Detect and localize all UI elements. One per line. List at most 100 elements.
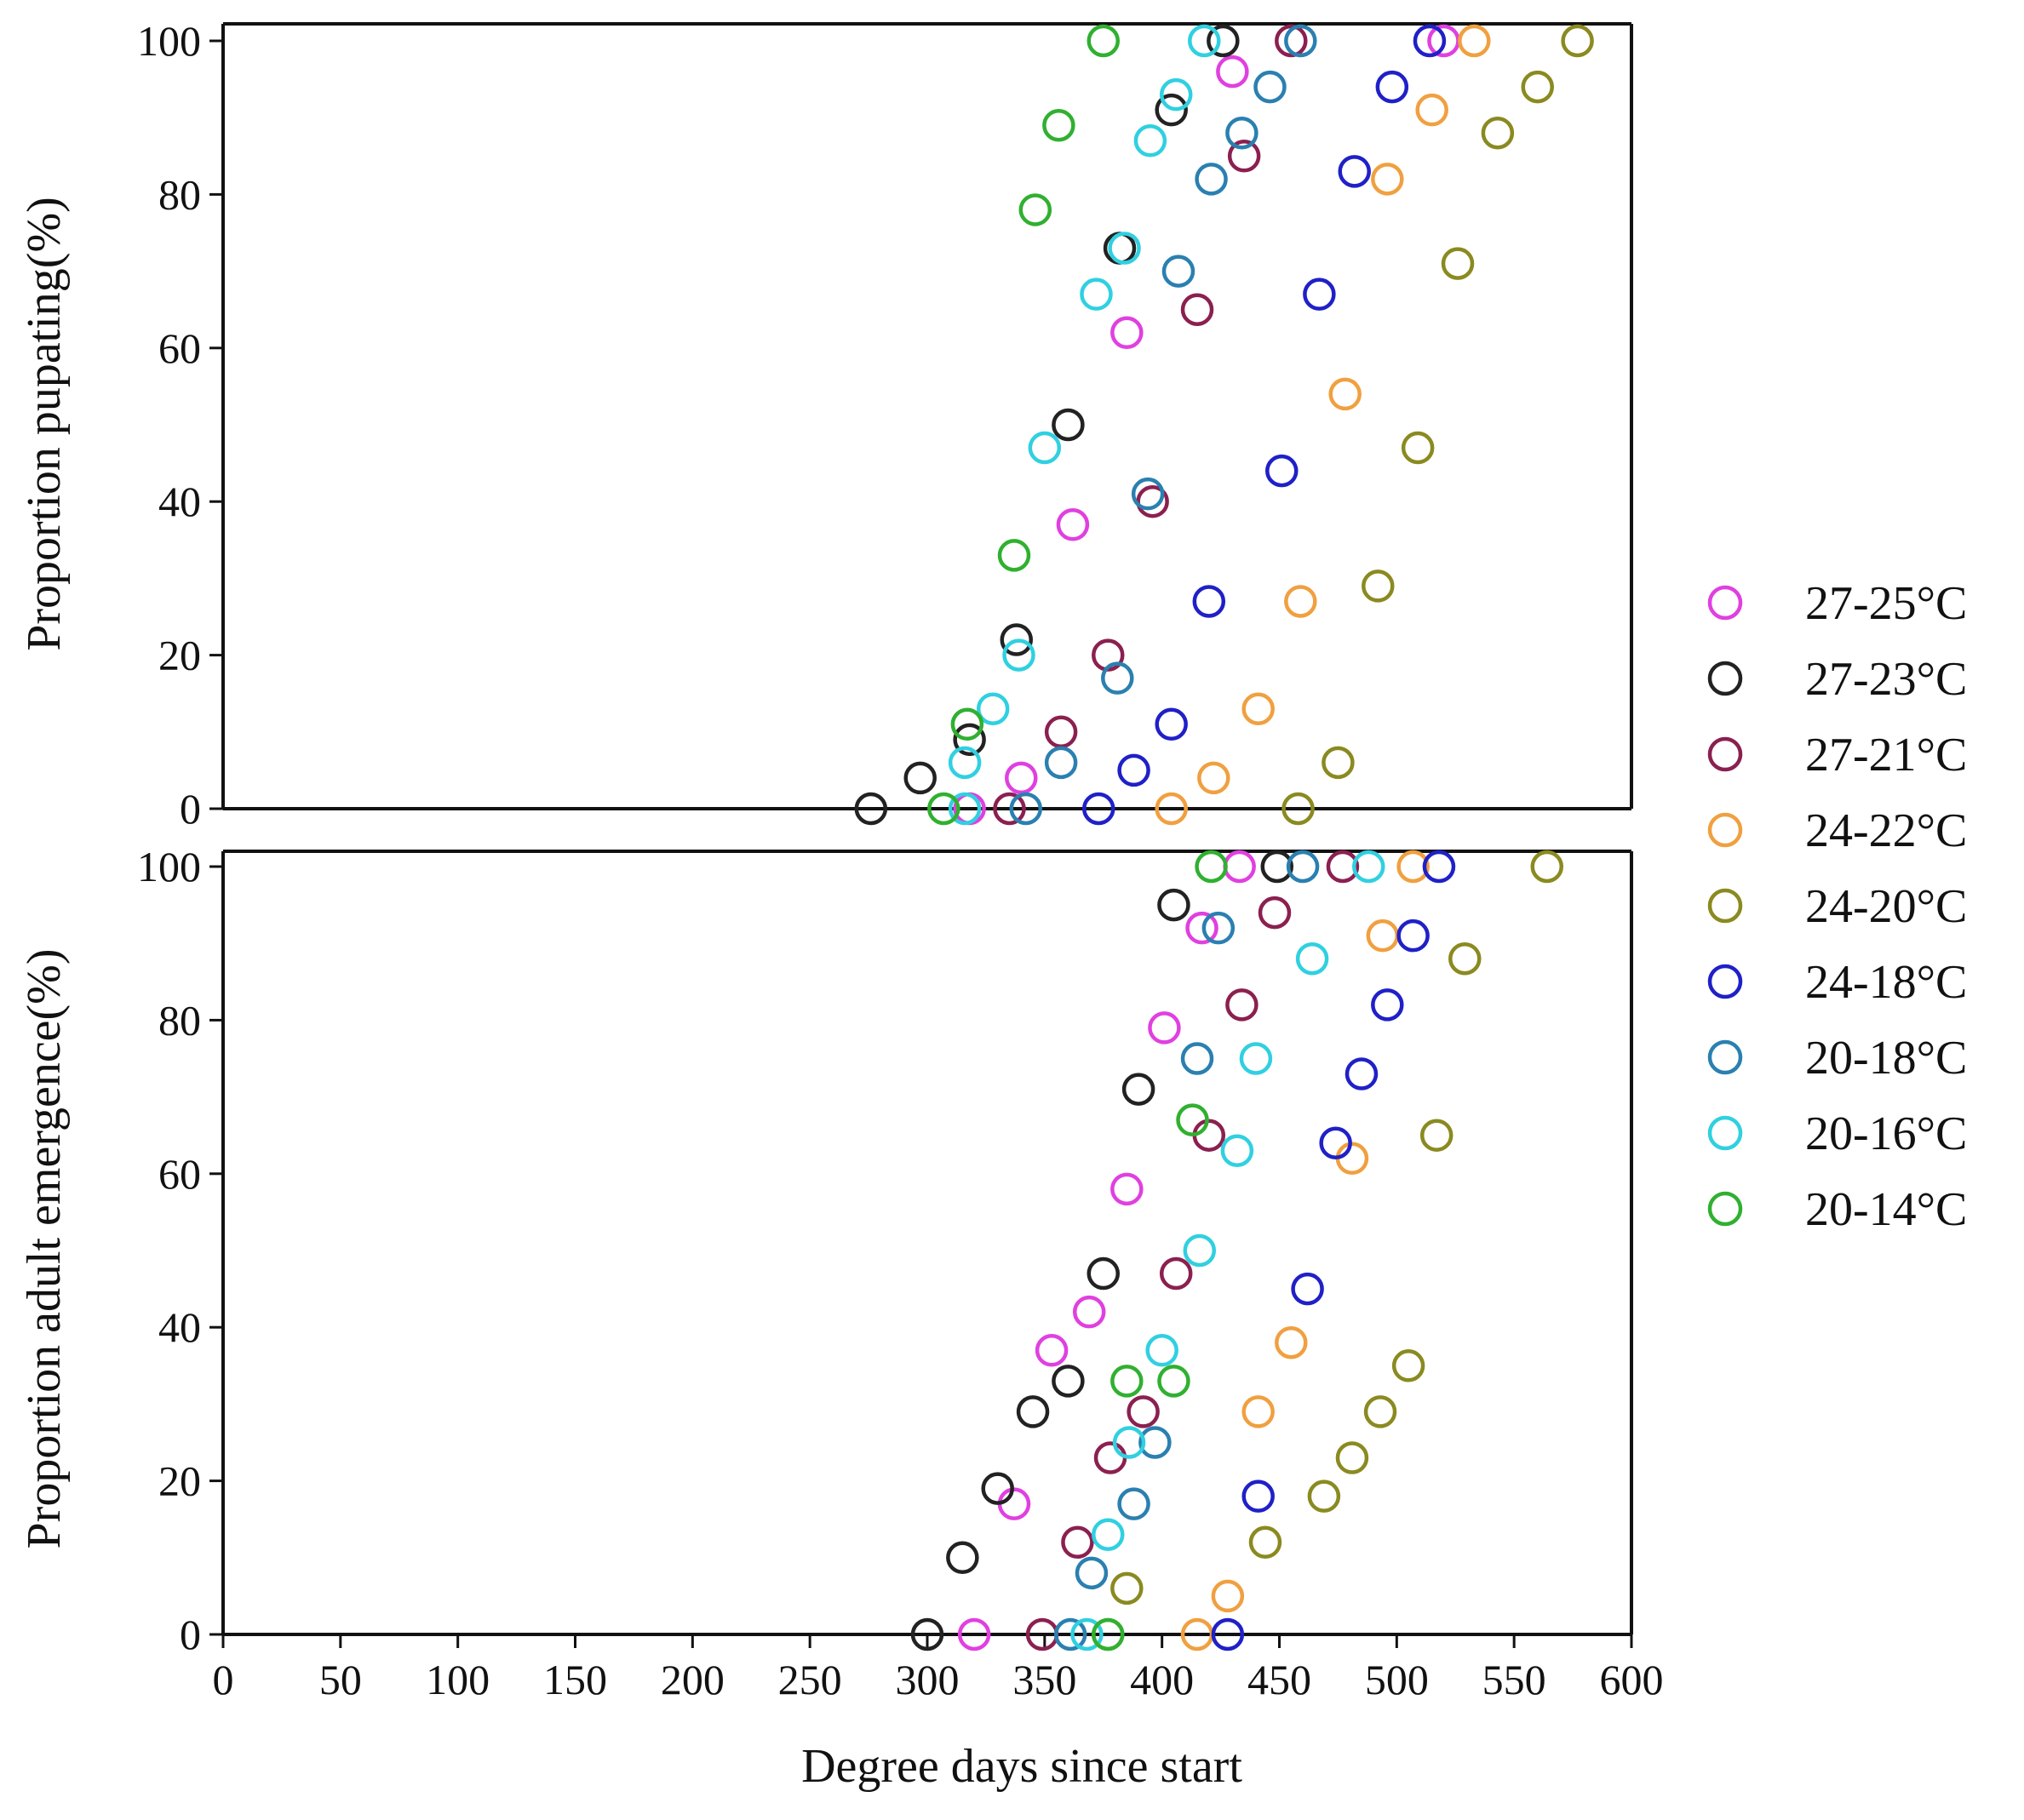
emergence-data-point: [1319, 1126, 1352, 1159]
pupating-series-7: [948, 24, 1221, 826]
pupating-panel: Proportion pupating(%) 0 20 40 60 80 100: [18, 17, 1633, 833]
pupating-data-point: [1133, 124, 1167, 157]
emergence-data-point: [1201, 911, 1236, 945]
pupating-data-point: [1044, 715, 1078, 749]
pupating-data-point: [1018, 193, 1052, 226]
emergence-data-point: [1286, 850, 1320, 884]
emergence-y-tick-label: 60: [158, 1150, 201, 1198]
emergence-data-point: [1157, 1365, 1190, 1398]
x-tick-label: 0: [213, 1656, 234, 1703]
legend-label: 20-14°C: [1805, 1183, 1967, 1236]
pupating-data-point: [1521, 70, 1554, 104]
pupating-data-point: [1005, 761, 1038, 795]
pupating-data-point: [1056, 508, 1090, 541]
pupating-series-2: [993, 24, 1308, 826]
pupating-data-point: [1401, 431, 1435, 465]
pupating-data-point: [1009, 792, 1043, 826]
emergence-data-point: [1530, 850, 1564, 884]
legend-label: 20-18°C: [1805, 1032, 1967, 1085]
emergence-data-point: [1145, 1334, 1178, 1367]
emergence-data-point: [1075, 1556, 1109, 1590]
emergence-data-point: [1335, 1142, 1369, 1176]
pupating-data-point: [950, 707, 984, 741]
pupating-data-point: [1087, 24, 1120, 58]
pupating-series-5: [1081, 24, 1447, 826]
emergence-data-point: [946, 1541, 979, 1575]
emergence-data-point: [1241, 1395, 1275, 1428]
legend-label: 24-18°C: [1805, 956, 1967, 1009]
pupating-data-point: [1216, 54, 1249, 89]
emergence-data-point: [1345, 1057, 1379, 1090]
pupating-data-point: [1441, 247, 1475, 280]
emergence-data-point: [1087, 1256, 1120, 1291]
emergence-series-4: [1092, 850, 1564, 1651]
pupating-series-1: [854, 24, 1240, 826]
pupating-data-point: [1284, 585, 1317, 618]
pupating-y-tick-label: 60: [158, 324, 201, 372]
pupating-data-point: [1080, 278, 1113, 311]
x-axis-title: Degree days since start: [801, 1740, 1242, 1793]
pupating-data-point: [1338, 155, 1371, 188]
pupating-data-point: [1192, 585, 1226, 618]
emergence-data-point: [1307, 1479, 1341, 1513]
x-tick-label: 150: [543, 1656, 607, 1703]
legend-marker: [1707, 1039, 1743, 1075]
emergence-series-7: [1070, 850, 1385, 1651]
emergence-data-point: [1396, 919, 1430, 953]
x-tick-label: 400: [1130, 1656, 1194, 1703]
emergence-data-point: [1366, 919, 1400, 953]
emergence-data-point: [1192, 1119, 1226, 1152]
pupating-data-point: [1110, 316, 1144, 350]
pupating-data-point: [1275, 24, 1308, 58]
emergence-data-point: [1211, 1579, 1245, 1613]
emergence-y-tick-label: 80: [158, 996, 201, 1044]
pupating-data-point: [1180, 293, 1214, 326]
pupating-data-point: [1155, 792, 1188, 826]
pupating-y-tick-label: 80: [158, 170, 201, 218]
x-tick-label: 350: [1012, 1656, 1076, 1703]
legend: 27-25°C 27-23°C 27-21°C 24-22°C 24-20°C 24-18…: [1707, 577, 1967, 1236]
emergence-data-point: [1211, 1617, 1245, 1651]
emergence-data-point: [1335, 1441, 1369, 1474]
emergence-data-point: [1258, 896, 1292, 930]
pupating-data-point: [1197, 761, 1230, 795]
pupating-series-4: [1281, 24, 1594, 826]
emergence-data-point: [1092, 1518, 1125, 1551]
emergence-data-point: [1220, 1134, 1254, 1167]
emergence-data-point: [1052, 1365, 1085, 1398]
pupating-data-point: [1322, 746, 1355, 780]
pupating-data-point: [1413, 24, 1447, 58]
legend-marker: [1707, 585, 1743, 621]
legend-label: 24-22°C: [1805, 804, 1967, 857]
pupating-data-point: [1458, 24, 1491, 58]
pupating-data-point: [1042, 108, 1075, 142]
emergence-data-point: [1195, 850, 1228, 884]
emergence-data-point: [1117, 1487, 1150, 1520]
pupating-data-point: [1241, 692, 1275, 725]
x-tick-label: 100: [426, 1656, 490, 1703]
emergence-data-point: [1157, 888, 1190, 922]
emergence-data-point: [1183, 1233, 1217, 1268]
emergence-data-point: [1260, 850, 1293, 884]
pupating-data-point: [1081, 792, 1115, 826]
legend-label: 27-23°C: [1805, 653, 1967, 706]
emergence-data-point: [981, 1472, 1014, 1505]
emergence-data-point: [957, 1617, 991, 1651]
emergence-data-point: [1016, 1395, 1050, 1428]
emergence-data-point: [1092, 1617, 1125, 1651]
pupating-data-point: [993, 792, 1026, 826]
pupating-data-point: [1161, 255, 1195, 288]
pupating-data-point: [1117, 753, 1150, 787]
legend-marker: [1707, 888, 1743, 924]
emergence-data-point: [1138, 1426, 1172, 1459]
pupating-data-point: [1000, 623, 1034, 656]
emergence-data-point: [1127, 1395, 1160, 1428]
pupating-data-point: [1188, 24, 1221, 58]
legend-marker: [1707, 736, 1743, 772]
pupating-data-point: [1101, 661, 1134, 695]
pupating-data-point: [1281, 792, 1315, 826]
pupating-data-point: [1195, 163, 1228, 196]
emergence-data-point: [1241, 1479, 1275, 1513]
emergence-data-point: [1070, 1617, 1104, 1651]
